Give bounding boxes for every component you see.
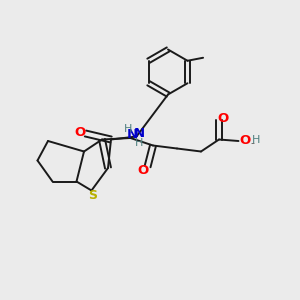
Text: H: H (124, 124, 132, 134)
Text: N: N (133, 127, 145, 140)
Text: H: H (252, 135, 260, 145)
Text: S: S (88, 189, 97, 203)
Text: O: O (218, 112, 229, 125)
Text: O: O (239, 134, 251, 147)
Text: -: - (251, 138, 255, 148)
Text: H: H (135, 138, 143, 148)
Text: N: N (127, 128, 138, 141)
Text: O: O (74, 126, 86, 139)
Text: O: O (137, 164, 148, 177)
